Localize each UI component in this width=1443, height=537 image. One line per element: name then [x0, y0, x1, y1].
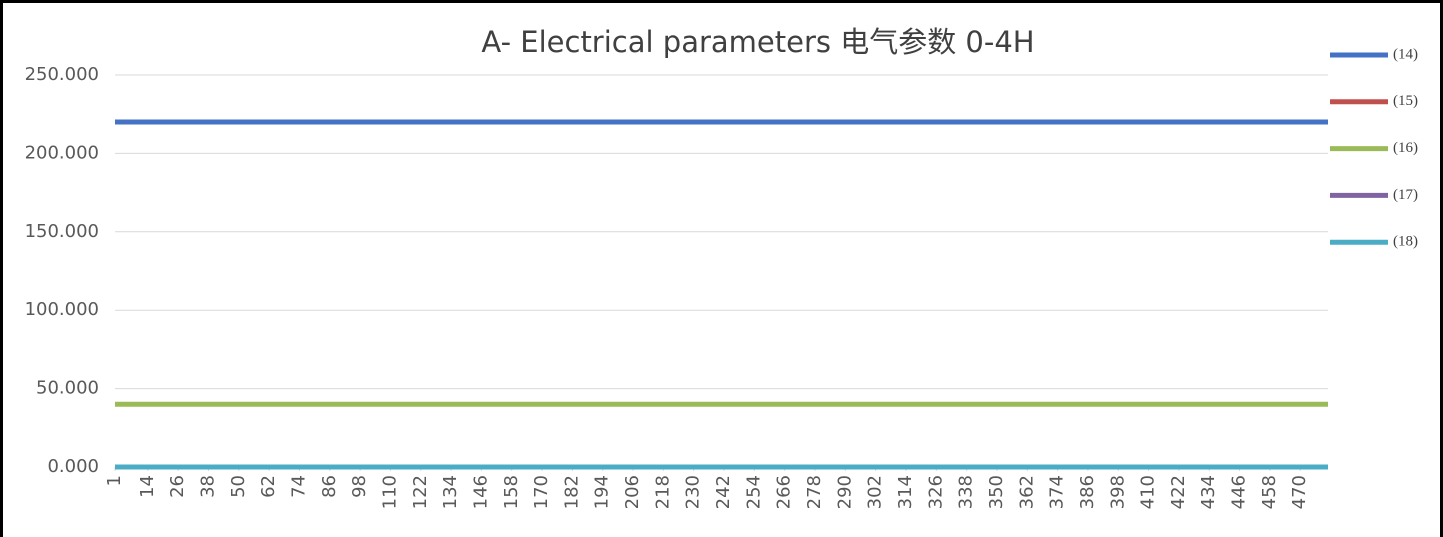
x-tick-label: 26: [167, 475, 188, 498]
x-tick-label: 374: [1047, 475, 1068, 509]
x-tick-label: 278: [804, 475, 825, 509]
x-tick-label: 86: [319, 475, 340, 498]
legend-label: (14): [1393, 46, 1418, 62]
x-tick-label: 326: [925, 475, 946, 509]
x-tick-label: 386: [1077, 475, 1098, 509]
y-tick-label: 0.000: [47, 456, 99, 477]
x-tick-label: 230: [683, 475, 704, 509]
x-tick-label: 1: [104, 475, 125, 486]
x-tick-label: 182: [561, 475, 582, 509]
chart-title: A- Electrical parameters 电气参数 0-4H: [481, 25, 1034, 59]
x-tick-label: 470: [1289, 475, 1310, 509]
x-tick-label: 290: [834, 475, 855, 509]
x-tick-label: 434: [1198, 475, 1219, 509]
legend-label: (18): [1393, 234, 1418, 250]
x-tick-label: 194: [592, 475, 613, 509]
y-tick-label: 50.000: [36, 378, 99, 399]
legend-label: (15): [1393, 93, 1418, 109]
x-tick-label: 62: [258, 475, 279, 498]
x-tick-label: 218: [652, 475, 673, 509]
x-tick-label: 362: [1016, 475, 1037, 509]
x-tick-label: 242: [713, 475, 734, 509]
x-tick-label: 74: [288, 475, 309, 498]
x-tick-label: 50: [228, 475, 249, 498]
x-tick-label: 302: [865, 475, 886, 509]
y-tick-label: 250.000: [25, 64, 99, 85]
x-tick-label: 110: [379, 475, 400, 509]
y-tick-label: 100.000: [25, 299, 99, 320]
x-tick-label: 170: [531, 475, 552, 509]
x-tick-label: 146: [470, 475, 491, 509]
x-tick-label: 122: [410, 475, 431, 509]
x-tick-label: 98: [349, 475, 370, 498]
x-tick-label: 206: [622, 475, 643, 509]
x-tick-label: 410: [1138, 475, 1159, 509]
x-tick-label: 14: [137, 475, 158, 498]
x-tick-label: 422: [1168, 475, 1189, 509]
x-tick-label: 266: [774, 475, 795, 509]
x-tick-label: 134: [440, 475, 461, 509]
x-tick-label: 398: [1107, 475, 1128, 509]
x-tick-label: 446: [1229, 475, 1250, 509]
x-tick-label: 38: [198, 475, 219, 498]
x-tick-label: 350: [986, 475, 1007, 509]
x-tick-label: 314: [895, 475, 916, 509]
x-tick-label: 254: [743, 475, 764, 509]
legend-label: (16): [1393, 140, 1418, 156]
x-tick-label: 158: [501, 475, 522, 509]
y-tick-label: 150.000: [25, 221, 99, 242]
x-tick-label: 458: [1259, 475, 1280, 509]
x-tick-label: 338: [956, 475, 977, 509]
y-tick-label: 200.000: [25, 142, 99, 163]
legend-label: (17): [1393, 187, 1418, 203]
